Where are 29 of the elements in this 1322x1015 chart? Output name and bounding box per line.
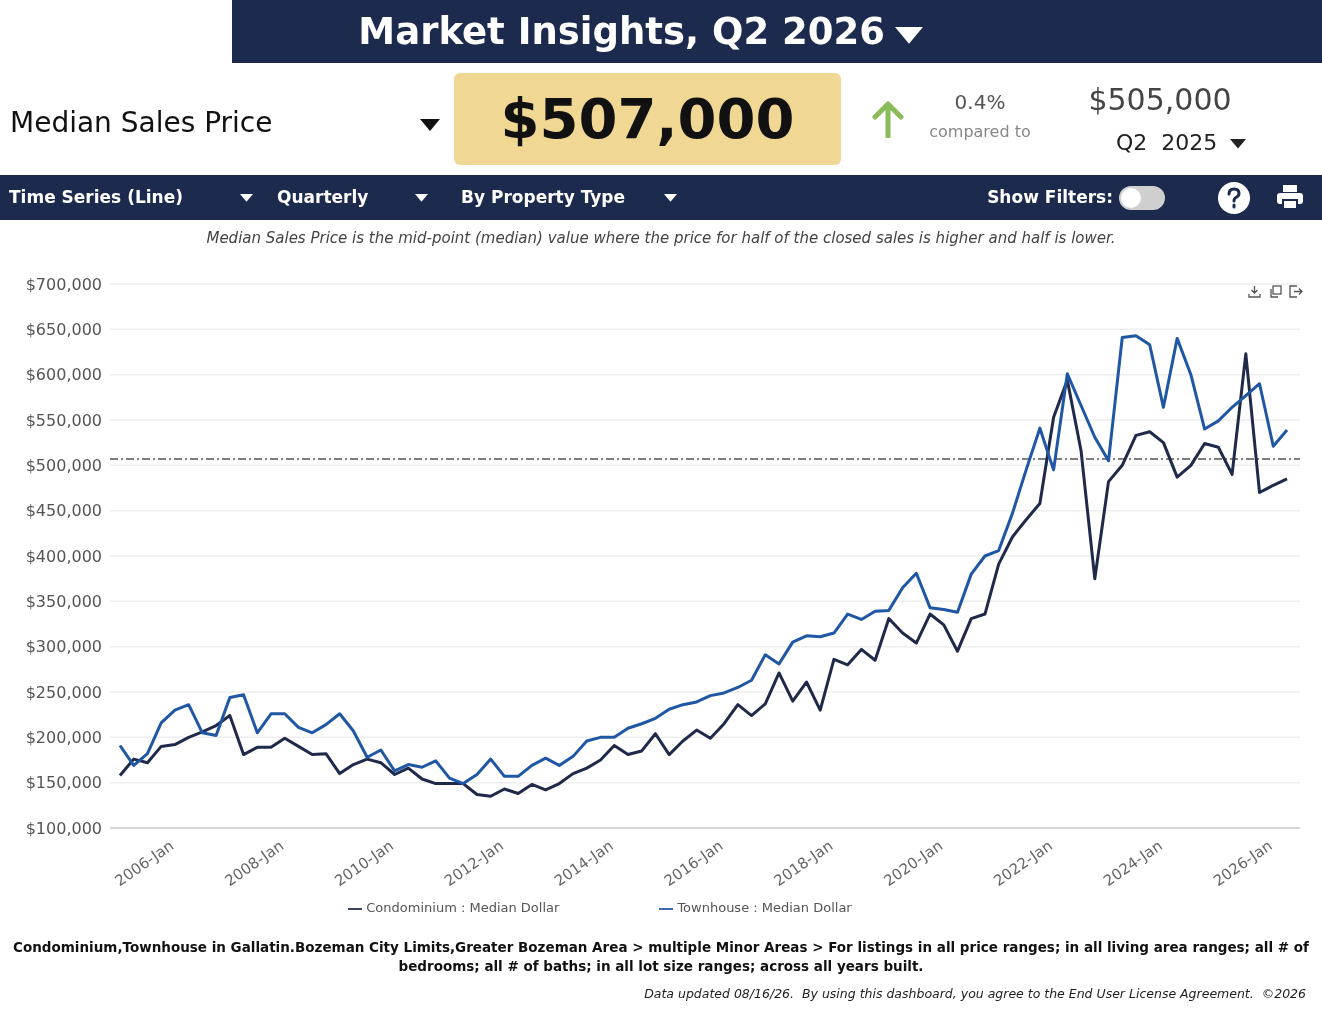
y-tick-label: $300,000 bbox=[25, 637, 102, 657]
y-tick-label: $200,000 bbox=[25, 728, 102, 748]
text: Time Series (Line) bbox=[9, 187, 183, 207]
text: Median Sales Price bbox=[10, 106, 273, 139]
text: Data updated 08/16/26. By using this dashboard, you agree to the End User License Agreement. ©2026 bbox=[644, 986, 1306, 1001]
y-tick-label: $250,000 bbox=[25, 682, 102, 702]
y-tick-label: $550,000 bbox=[25, 410, 102, 430]
y-tick-label: $100,000 bbox=[25, 818, 102, 838]
y-tick-label: $350,000 bbox=[25, 592, 102, 612]
y-tick-label: $600,000 bbox=[25, 365, 102, 385]
y-tick-label: $700,000 bbox=[25, 274, 102, 294]
text: Show Filters: bbox=[986, 187, 1113, 207]
text: 0.4% bbox=[953, 90, 1007, 114]
legend-label: Townhouse : Median Dollar bbox=[677, 900, 852, 915]
text: By Property Type bbox=[461, 187, 626, 207]
y-tick-label: $400,000 bbox=[25, 546, 102, 566]
chart-title: Market Insights, Q2 2026 bbox=[357, 9, 885, 55]
y-tick-label: $150,000 bbox=[25, 773, 102, 793]
chart-subtitle: Median Sales Price is the mid-point (median) value where the price for half of the closed sales is higher and half is lower. bbox=[205, 229, 1117, 247]
text: Quarterly bbox=[277, 187, 369, 207]
y-tick-label: $500,000 bbox=[25, 456, 102, 476]
text: $505,000 bbox=[1087, 82, 1233, 117]
text: $507,000 bbox=[454, 73, 841, 165]
legend-label: Condominium : Median Dollar bbox=[366, 900, 560, 915]
y-tick-label: $450,000 bbox=[25, 501, 102, 521]
text: compared to bbox=[928, 122, 1032, 141]
text: Q2 2025 bbox=[1116, 130, 1218, 155]
text: Condominium,Townhouse in Gallatin.Bozeman City Limits,Greater Bozeman Area > multiple Minor Areas > For listings in all price ranges; in all living area ranges; all # of bedrooms; all # of baths; in all lot size ranges; across all years built. bbox=[12, 938, 1310, 976]
y-tick-label: $650,000 bbox=[25, 320, 102, 340]
